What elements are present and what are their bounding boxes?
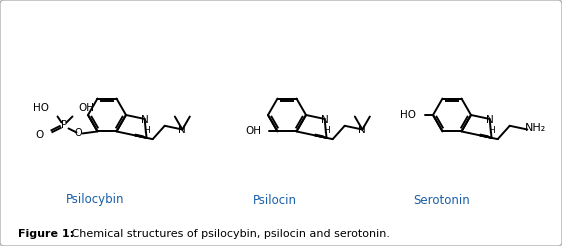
Text: HO: HO <box>400 110 416 120</box>
Text: H: H <box>143 126 150 135</box>
Text: Serotonin: Serotonin <box>414 194 470 206</box>
Text: N: N <box>321 115 328 125</box>
Text: H: H <box>323 126 330 135</box>
Text: Psilocin: Psilocin <box>253 194 297 206</box>
Text: N: N <box>359 124 366 135</box>
Text: Chemical structures of psilocybin, psilocin and serotonin.: Chemical structures of psilocybin, psilo… <box>68 229 390 239</box>
Text: OH: OH <box>79 104 94 113</box>
Text: N: N <box>140 115 148 125</box>
Text: H: H <box>488 126 495 135</box>
Text: OH: OH <box>246 126 261 137</box>
Text: Figure 1:: Figure 1: <box>18 229 74 239</box>
Text: O: O <box>75 128 82 138</box>
Text: Psilocybin: Psilocybin <box>66 194 124 206</box>
Text: N: N <box>179 124 186 135</box>
Text: NH₂: NH₂ <box>525 123 546 133</box>
Text: HO: HO <box>33 104 48 113</box>
Text: N: N <box>486 115 493 125</box>
Text: O: O <box>35 130 43 140</box>
Text: P: P <box>61 121 67 130</box>
